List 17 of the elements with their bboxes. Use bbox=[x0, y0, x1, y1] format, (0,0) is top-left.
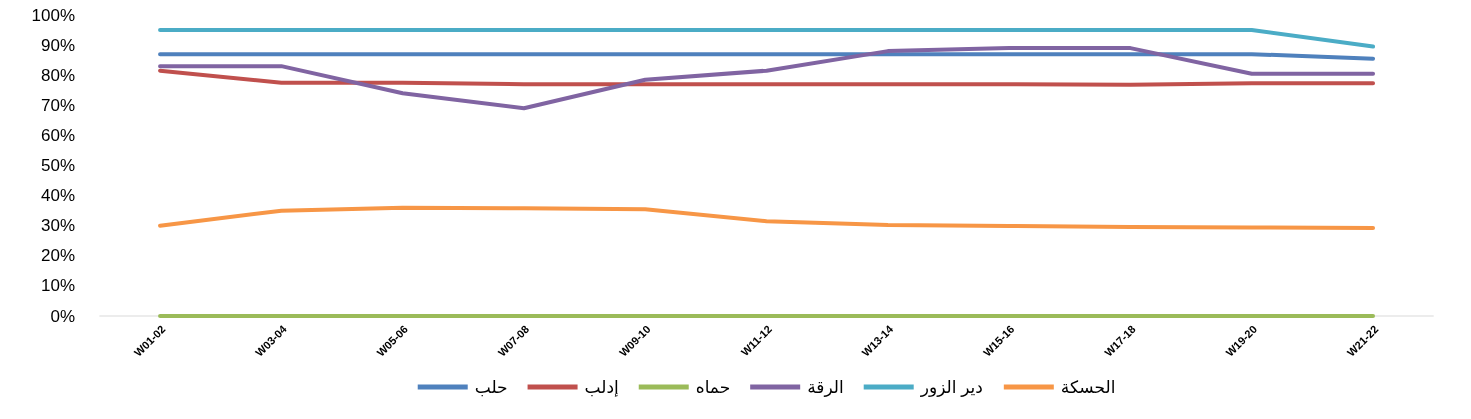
y-tick-label: 40% bbox=[40, 186, 75, 206]
y-tick-label: 30% bbox=[40, 216, 75, 236]
y-tick-label: 0% bbox=[50, 306, 75, 326]
legend-label: حلب bbox=[474, 377, 508, 397]
y-tick-label: 20% bbox=[40, 246, 75, 266]
legend-label: الحسكة bbox=[1060, 377, 1116, 397]
legend-label: الرقة bbox=[807, 377, 844, 397]
y-tick-label: 100% bbox=[31, 5, 75, 25]
legend-label: دير الزور bbox=[919, 377, 983, 397]
y-tick-label: 60% bbox=[40, 125, 75, 145]
y-tick-label: 10% bbox=[40, 276, 75, 296]
y-tick-label: 50% bbox=[40, 156, 75, 175]
legend-label: إدلب bbox=[584, 377, 619, 397]
y-tick-label: 80% bbox=[40, 65, 75, 85]
y-tick-label: 70% bbox=[40, 95, 75, 115]
legend-label: حماه bbox=[695, 377, 731, 397]
y-tick-label: 90% bbox=[40, 35, 75, 55]
